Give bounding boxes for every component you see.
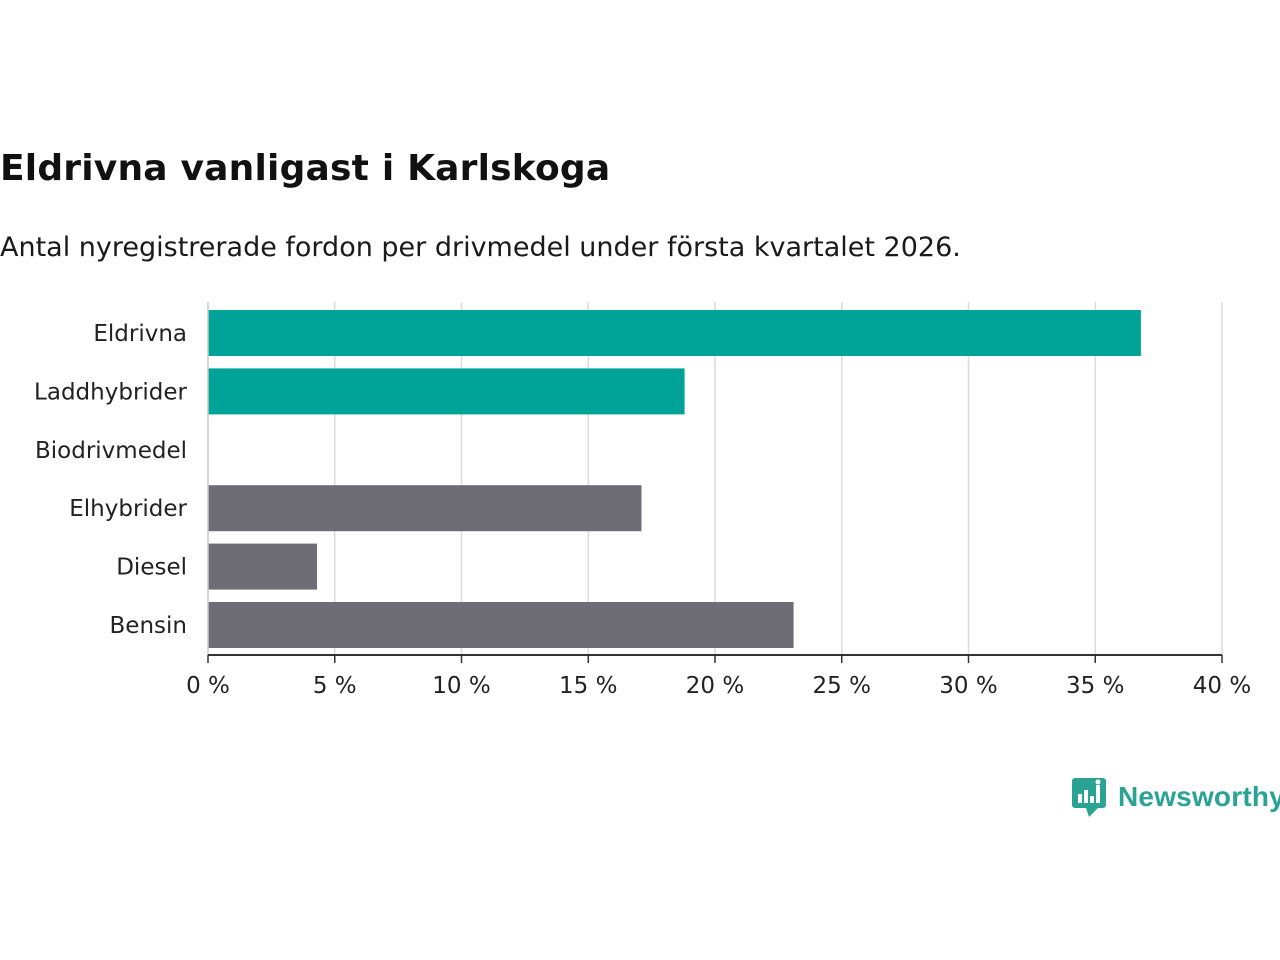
newsworthy-logo-icon xyxy=(1072,778,1106,817)
chart-subtitle: Antal nyregistrerade fordon per drivmede… xyxy=(0,232,961,263)
category-label: Bensin xyxy=(110,613,187,639)
x-tick-label: 25 % xyxy=(813,673,871,699)
bar-diesel xyxy=(208,543,318,590)
x-tick-label: 35 % xyxy=(1066,673,1124,699)
x-tick-label: 0 % xyxy=(186,673,230,699)
newsworthy-logo: Newsworthy xyxy=(1072,776,1280,818)
category-label: Eldrivna xyxy=(93,321,187,347)
bar-chart: Eldrivna Laddhybrider Biodrivmedel Elhybrid… xyxy=(34,302,1251,699)
x-tick-label: 30 % xyxy=(939,673,997,699)
x-tick-label: 5 % xyxy=(313,673,357,699)
bars xyxy=(208,310,1141,648)
x-tick-label: 20 % xyxy=(686,673,744,699)
bar-bensin xyxy=(208,602,794,648)
x-tick-label: 10 % xyxy=(432,673,490,699)
bar-laddhybrider xyxy=(208,368,685,415)
grid-lines xyxy=(334,302,1223,655)
x-tick-label: 15 % xyxy=(559,673,617,699)
category-label: Laddhybrider xyxy=(34,379,187,405)
category-labels: Eldrivna Laddhybrider Biodrivmedel Elhybrid… xyxy=(34,321,187,639)
category-label: Biodrivmedel xyxy=(35,438,187,464)
x-axis: 0 % 5 % 10 % 15 % 20 % 25 % 30 % 35 % 40 % xyxy=(186,302,1251,699)
chart-title: Eldrivna vanligast i Karlskoga xyxy=(0,148,611,189)
category-label: Elhybrider xyxy=(69,496,187,522)
x-tick-label: 40 % xyxy=(1193,673,1251,699)
bar-eldrivna xyxy=(208,310,1141,356)
bar-elhybrider xyxy=(208,485,642,532)
brand-name: Newsworthy xyxy=(1118,781,1280,812)
category-label: Diesel xyxy=(116,555,187,581)
